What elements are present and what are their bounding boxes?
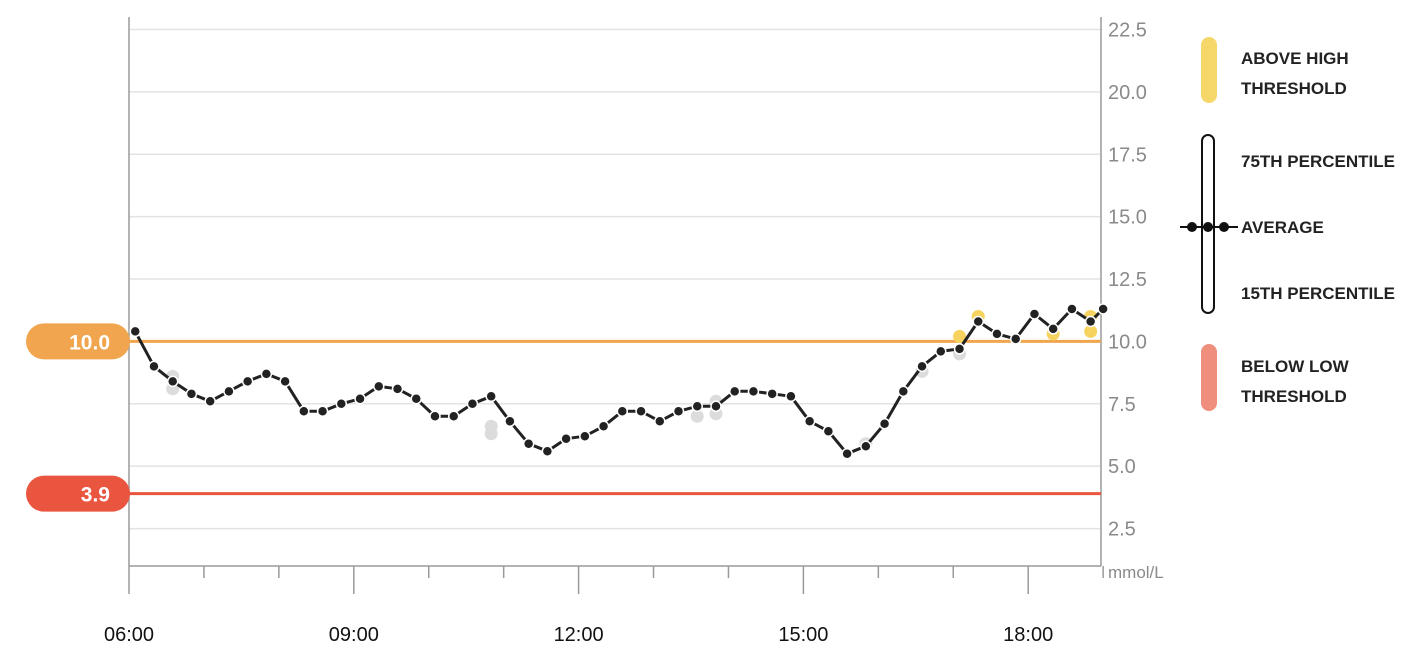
average-point [1066, 303, 1078, 315]
average-point [129, 325, 141, 338]
high-threshold-badge [26, 323, 130, 360]
x-tick-label: 09:00 [329, 624, 379, 646]
average-point [260, 368, 273, 380]
legend-average: AVERAGE [1241, 218, 1324, 237]
average-point [785, 390, 797, 403]
legend-15th-percentile: 15TH PERCENTILE [1241, 284, 1395, 303]
y-tick-label: 22.5 [1108, 19, 1147, 41]
average-point [166, 375, 179, 388]
average-point [241, 375, 254, 388]
average-point [953, 343, 966, 355]
average-point [504, 415, 516, 428]
average-point [391, 383, 404, 395]
average-point [1084, 315, 1097, 328]
y-tick-label: 7.5 [1108, 394, 1136, 416]
x-tick-label: 12:00 [554, 624, 604, 646]
average-point [991, 328, 1003, 340]
average-point [1097, 303, 1109, 315]
average-point [579, 430, 591, 442]
average-point [841, 447, 853, 460]
legend-above-high: ABOVE HIGH THRESHOLD [1241, 49, 1349, 98]
glucose-chart: 2.5 5.0 7.5 10.0 12.5 15.0 17.5 20.0 22.5 mmol/L 0… [26, 17, 1164, 646]
low-threshold-value: 3.9 [81, 484, 110, 507]
y-tick-label: 15.0 [1108, 207, 1147, 229]
average-point [822, 425, 835, 437]
average-point [1009, 333, 1022, 345]
average-point [316, 405, 329, 418]
average-point [447, 410, 460, 423]
average-point [429, 410, 441, 423]
average-point [916, 360, 928, 373]
above-high-point [1084, 324, 1098, 338]
average-point [691, 400, 703, 413]
high-threshold-value: 10.0 [69, 331, 110, 354]
x-tick-label: 06:00 [104, 624, 154, 646]
low-threshold-badge [26, 475, 130, 512]
average-point [560, 432, 572, 445]
above-high-swatch [1201, 37, 1217, 103]
percentile-band-legend-icon [1180, 134, 1238, 314]
average-point [466, 398, 479, 410]
average-point [710, 400, 722, 413]
average-point [185, 388, 198, 400]
average-point [485, 390, 497, 403]
y-tick-label: 17.5 [1108, 144, 1147, 166]
x-tick-label: 15:00 [778, 624, 828, 646]
average-point [541, 445, 554, 457]
average-point [672, 405, 685, 418]
average-point [335, 398, 348, 410]
average-point [654, 415, 666, 428]
y-tick-label: 2.5 [1108, 519, 1136, 541]
legend: ABOVE HIGH THRESHOLD 75TH PERCENTILE AVE… [1180, 0, 1424, 664]
average-point [279, 375, 291, 388]
below-low-swatch [1201, 344, 1217, 411]
percentile-band-point [690, 409, 704, 423]
y-tick-label: 12.5 [1108, 269, 1147, 291]
average-point [1028, 308, 1041, 320]
average-point [373, 380, 385, 393]
average-point [860, 440, 872, 452]
percentile-band-point [484, 427, 498, 441]
average-point [972, 315, 984, 328]
average-point [935, 345, 947, 358]
above-high-point [953, 329, 967, 343]
average-point [897, 385, 910, 398]
x-tick-label: 18:00 [1003, 624, 1053, 646]
average-point [803, 415, 816, 428]
legend-75th-percentile: 75TH PERCENTILE [1241, 152, 1395, 171]
average-point [878, 418, 891, 430]
average-point [354, 393, 366, 405]
average-point [747, 385, 760, 398]
average-point [1047, 323, 1059, 335]
y-tick-label: 20.0 [1108, 82, 1147, 104]
average-point [522, 437, 535, 450]
average-point [616, 405, 629, 418]
average-point [728, 385, 741, 398]
average-point [597, 420, 610, 433]
average-point [410, 393, 422, 405]
average-point [148, 360, 160, 373]
y-unit-label: mmol/L [1108, 563, 1164, 582]
y-tick-label: 10.0 [1108, 331, 1147, 353]
average-point [635, 405, 647, 418]
average-point [766, 388, 778, 400]
average-point [204, 395, 216, 408]
average-point [223, 385, 235, 398]
legend-below-low: BELOW LOW THRESHOLD [1241, 357, 1349, 406]
average-point [298, 405, 310, 418]
y-tick-label: 5.0 [1108, 456, 1136, 478]
